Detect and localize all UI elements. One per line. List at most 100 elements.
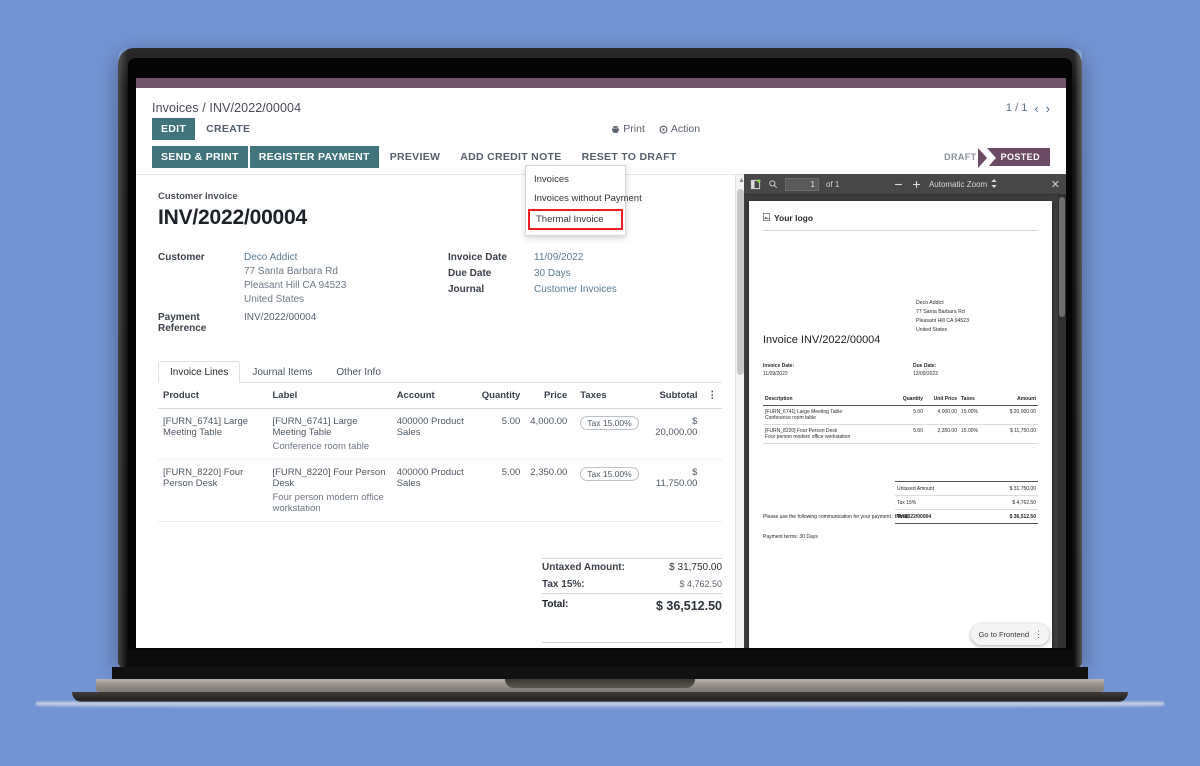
report-cell-taxes: 15.00% (959, 424, 985, 444)
pdf-scrollbar[interactable] (1058, 195, 1066, 648)
preview-button[interactable]: PREVIEW (381, 146, 450, 168)
breadcrumb[interactable]: Invoices / INV/2022/00004 (152, 101, 302, 115)
pager-next-icon[interactable]: › (1045, 100, 1050, 116)
action-button[interactable]: Action (659, 123, 700, 135)
print-button[interactable]: Print (611, 123, 645, 135)
report-due-date-label: Due Date: (913, 363, 937, 369)
report-payment-terms: Payment terms: 30 Days (763, 534, 818, 540)
zoom-select[interactable]: Automatic Zoom (929, 178, 997, 190)
scroll-up-icon[interactable]: ▲ (738, 177, 744, 184)
cell-label-sub: Conference room table (272, 441, 370, 452)
form-scrollbar[interactable]: ▲ (735, 175, 744, 648)
col-account[interactable]: Account (391, 383, 475, 409)
report-due-date: Due Date: 12/09/2022 (913, 362, 938, 378)
journal-value[interactable]: Customer Invoices (534, 284, 617, 295)
customer-value-stack: Deco Addict 77 Santa Barbara Rd Pleasant… (244, 252, 346, 308)
col-product[interactable]: Product (158, 383, 268, 409)
report-cell-amount: $ 20,000.00 (985, 405, 1038, 425)
col-price[interactable]: Price (525, 383, 573, 409)
report-cell-quantity: 5.00 (891, 405, 925, 425)
edit-button[interactable]: EDIT (152, 118, 196, 140)
tax-row: Tax 15%: $ 4,762.50 (542, 576, 722, 593)
print-dropdown-menu: Invoices Invoices without Payment Therma… (525, 165, 642, 236)
zoom-in-icon[interactable] (911, 179, 922, 190)
due-date-value[interactable]: 30 Days (534, 268, 571, 279)
report-col-unit-price: Unit Price (925, 393, 959, 406)
column-options-icon[interactable]: ⋮ (702, 383, 722, 409)
customer-address-line1: 77 Santa Barbara Rd (244, 266, 338, 277)
close-icon[interactable]: ✕ (1050, 178, 1060, 191)
col-subtotal[interactable]: Subtotal (643, 383, 703, 409)
send-and-print-button[interactable]: SEND & PRINT (152, 146, 248, 168)
base-top-edge (112, 667, 1088, 679)
due-date-row: Due Date 30 Days (448, 268, 722, 279)
report-tax-label: Tax 15% (895, 495, 978, 510)
col-quantity[interactable]: Quantity (474, 383, 526, 409)
report-invoice-date-value: 11/09/2022 (763, 371, 788, 377)
screen-viewport: Invoices / INV/2022/00004 1 / 1 ‹ › EDIT… (136, 78, 1066, 648)
page-count-label: of 1 (826, 179, 840, 189)
report-address-block: Deco Addict 77 Santa Barbara Rd Pleasant… (916, 299, 969, 335)
breadcrumb-row: Invoices / INV/2022/00004 1 / 1 ‹ › (136, 93, 1066, 117)
report-col-description: Description (763, 393, 891, 406)
invoice-date-value[interactable]: 11/09/2022 (534, 252, 584, 263)
customer-field-row: Customer Deco Addict 77 Santa Barbara Rd… (158, 252, 448, 308)
tab-invoice-lines[interactable]: Invoice Lines (158, 361, 241, 383)
go-to-frontend-button[interactable]: Go to Frontend (978, 630, 1029, 639)
laptop-base (0, 667, 1200, 713)
report-table-row: [FURN_6741] Large Meeting Table Conferen… (763, 405, 1038, 425)
pager-prev-icon[interactable]: ‹ (1034, 100, 1039, 116)
zoom-out-icon[interactable] (893, 179, 904, 190)
search-icon[interactable] (768, 179, 778, 189)
menu-item-invoices[interactable]: Invoices (534, 174, 569, 185)
report-logo-text: Your logo (774, 213, 814, 223)
tab-other-info[interactable]: Other Info (336, 367, 381, 378)
cell-label: [FURN_6741] Large Meeting Table Conferen… (267, 408, 392, 460)
record-pager: 1 / 1 ‹ › (1006, 102, 1050, 115)
tab-journal-items[interactable]: Journal Items (252, 367, 313, 378)
report-table-row: [FURN_8220] Four Person Desk Four person… (763, 424, 1038, 444)
status-button-row: SEND & PRINT REGISTER PAYMENT PREVIEW AD… (136, 146, 1066, 236)
journal-row: Journal Customer Invoices (448, 284, 722, 295)
more-options-icon[interactable]: ⋮ (1034, 629, 1043, 639)
payment-reference-label: Payment Reference (158, 312, 207, 334)
table-row[interactable]: [FURN_6741] Large Meeting Table [FURN_67… (158, 408, 722, 460)
pdf-page: Your logo Deco Addict 77 Santa Barbara R… (749, 201, 1052, 648)
create-button[interactable]: CREATE (197, 118, 259, 140)
customer-label: Customer (158, 252, 205, 263)
amount-due-row: Amount Due: $ 36,512.50 (542, 642, 722, 648)
cell-taxes: Tax 15.00% (572, 459, 644, 522)
pdf-scrollbar-thumb[interactable] (1059, 197, 1065, 317)
menu-item-invoices-without-payment[interactable]: Invoices without Payment (534, 193, 642, 204)
form-scrollbar-thumb[interactable] (737, 189, 744, 375)
col-label[interactable]: Label (267, 383, 392, 409)
page-number-input[interactable] (785, 177, 819, 191)
content-split: Customer Invoice INV/2022/00004 Customer… (136, 174, 1066, 648)
report-title: Invoice INV/2022/00004 (763, 334, 881, 346)
add-credit-note-button[interactable]: ADD CREDIT NOTE (451, 146, 570, 168)
cell-quantity: 5.00 (474, 459, 526, 522)
sidebar-toggle-icon[interactable] (750, 179, 761, 190)
menu-item-thermal-invoice[interactable]: Thermal Invoice (528, 209, 623, 230)
untaxed-amount-label: Untaxed Amount: (542, 562, 625, 573)
status-badge-draft[interactable]: DRAFT (930, 148, 996, 168)
status-badge-posted[interactable]: POSTED (977, 148, 1050, 168)
go-to-frontend-chip[interactable]: Go to Frontend ⋮ (970, 624, 1049, 645)
payment-reference-value[interactable]: INV/2022/00004 (244, 312, 317, 323)
report-lines-table: Description Quantity Unit Price Taxes Am… (763, 393, 1038, 444)
invoice-number: INV/2022/00004 (158, 206, 307, 229)
field-columns: Customer Deco Addict 77 Santa Barbara Rd… (158, 252, 722, 338)
bezel-highlight-left (118, 48, 128, 668)
report-totals-table: Untaxed Amount $ 31,750.00 Tax 15% $ 4,7… (895, 481, 1038, 524)
untaxed-amount-row: Untaxed Amount: $ 31,750.00 (542, 559, 722, 576)
report-tax-value: $ 4,762.50 (977, 495, 1038, 510)
report-untaxed-row: Untaxed Amount $ 31,750.00 (895, 481, 1038, 496)
col-taxes[interactable]: Taxes (572, 383, 644, 409)
register-payment-button[interactable]: REGISTER PAYMENT (249, 146, 379, 168)
reset-to-draft-button[interactable]: RESET TO DRAFT (573, 146, 686, 168)
bezel-highlight-right (1074, 48, 1082, 668)
total-row: Total: $ 36,512.50 (542, 593, 722, 616)
customer-name[interactable]: Deco Addict (244, 252, 298, 263)
table-row[interactable]: [FURN_8220] Four Person Desk [FURN_8220]… (158, 459, 722, 522)
base-bottom-edge (72, 692, 1128, 702)
